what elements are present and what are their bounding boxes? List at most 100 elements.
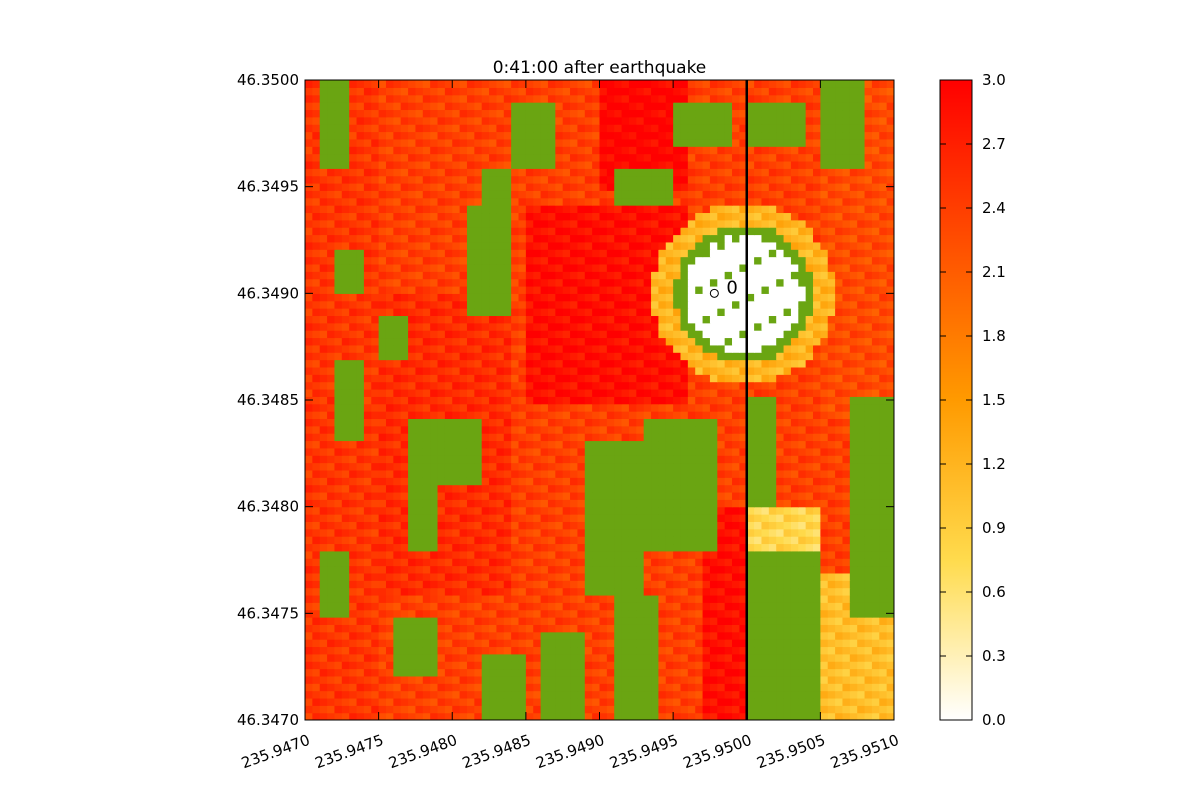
heatmap-cell [827, 506, 836, 515]
heatmap-cell [466, 330, 475, 339]
heatmap-cell [555, 411, 564, 419]
heatmap-cell [709, 528, 718, 537]
heatmap-cell [444, 683, 453, 692]
heatmap-cell [606, 433, 615, 442]
heatmap-cell [459, 506, 468, 515]
heatmap-cell [481, 462, 490, 471]
heatmap-cell [555, 440, 564, 449]
heatmap-cell [621, 661, 630, 670]
heatmap-cell [665, 374, 674, 383]
heatmap-cell [864, 366, 873, 375]
heatmap-cell [430, 712, 439, 720]
heatmap-cell [422, 469, 431, 478]
heatmap-cell [452, 300, 461, 309]
heatmap-cell [562, 683, 571, 692]
heatmap-cell [805, 352, 814, 361]
heatmap-cell [474, 337, 483, 346]
heatmap-cell [312, 411, 321, 419]
heatmap-cell [628, 300, 637, 309]
heatmap-cell [849, 440, 858, 449]
heatmap-cell [555, 521, 564, 530]
heatmap-cell [474, 477, 483, 486]
heatmap-cell [385, 381, 394, 390]
heatmap-cell [422, 609, 431, 618]
heatmap-cell [621, 469, 630, 478]
heatmap-cell [430, 263, 439, 272]
heatmap-cell [695, 433, 704, 442]
heatmap-cell [606, 491, 615, 500]
heatmap-cell [665, 433, 674, 442]
heatmap-cell [415, 447, 424, 456]
heatmap-cell [327, 300, 336, 309]
heatmap-cell [835, 388, 844, 397]
heatmap-cell [562, 690, 571, 699]
heatmap-cell [798, 514, 807, 522]
heatmap-cell [651, 594, 659, 603]
heatmap-cell [452, 271, 461, 280]
heatmap-cell [356, 572, 365, 581]
heatmap-cell [444, 484, 453, 493]
heatmap-cell [341, 418, 350, 427]
heatmap-cell [886, 455, 894, 464]
heatmap-cell [857, 572, 866, 581]
heatmap-cell [621, 639, 630, 648]
heatmap-cell [864, 624, 873, 633]
heatmap-cell [754, 594, 763, 603]
heatmap-cell [363, 330, 372, 339]
heatmap-cell [466, 697, 475, 706]
heatmap-cell [525, 366, 534, 375]
heatmap-cell [695, 315, 704, 324]
heatmap-cell [393, 697, 402, 706]
heatmap-cell [415, 359, 424, 368]
heatmap-cell [827, 403, 836, 412]
heatmap-cell [437, 712, 446, 720]
heatmap-cell [511, 587, 520, 596]
heatmap-cell [717, 477, 726, 486]
heatmap-cell [761, 565, 770, 574]
heatmap-cell [651, 646, 659, 655]
heatmap-cell [857, 646, 866, 655]
heatmap-cell [400, 256, 409, 265]
heatmap-cell [592, 521, 601, 530]
heatmap-cell [886, 668, 894, 677]
heatmap-cell [827, 352, 836, 361]
heatmap-cell [665, 396, 674, 405]
heatmap-cell [452, 558, 461, 567]
heatmap-cell [422, 572, 431, 581]
heatmap-cell [798, 440, 807, 449]
heatmap-cell [842, 528, 851, 537]
heatmap-cell [658, 300, 667, 309]
heatmap-cell [319, 558, 328, 567]
heatmap-cell [643, 484, 652, 493]
heatmap-cell [790, 690, 799, 699]
heatmap-cell [606, 425, 615, 434]
heatmap-cell [584, 543, 593, 552]
heatmap-cell [665, 506, 674, 515]
heatmap-cell [849, 631, 858, 640]
heatmap-cell [614, 440, 623, 449]
heatmap-cell [503, 344, 512, 353]
heatmap-cell [349, 263, 358, 272]
heatmap-cell [452, 491, 461, 500]
heatmap-cell [739, 639, 748, 648]
heatmap-cell [614, 293, 623, 302]
heatmap-cell [408, 403, 417, 412]
heatmap-cell [864, 322, 873, 331]
heatmap-cell [651, 587, 659, 596]
heatmap-cell [466, 521, 475, 530]
heatmap-cell [400, 705, 409, 714]
heatmap-cell [783, 440, 792, 449]
heatmap-cell [886, 433, 894, 442]
heatmap-cell [327, 469, 336, 478]
heatmap-cell [790, 433, 799, 442]
heatmap-cell [790, 697, 799, 706]
heatmap-cell [356, 712, 365, 720]
heatmap-cell [452, 418, 461, 427]
heatmap-cell [709, 683, 718, 692]
heatmap-cell [533, 558, 542, 567]
heatmap-cell [651, 337, 659, 346]
heatmap-cell [540, 639, 549, 648]
heatmap-cell [754, 352, 763, 361]
heatmap-cell [533, 572, 542, 581]
heatmap-cell [886, 352, 894, 361]
